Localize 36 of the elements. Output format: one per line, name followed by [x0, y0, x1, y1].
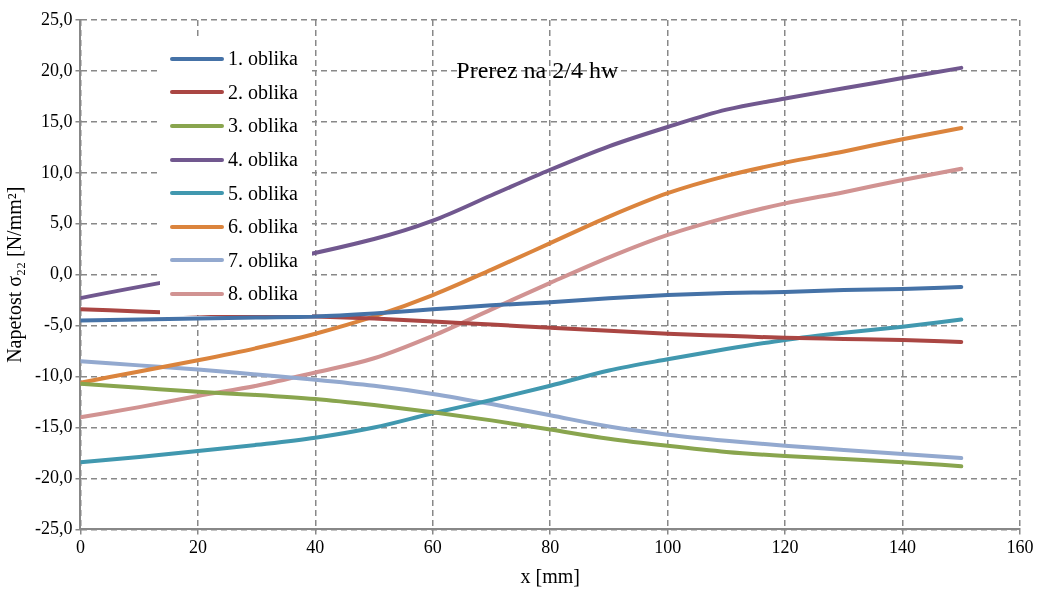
x-tick-label: 80	[541, 536, 560, 557]
x-tick-label: 100	[654, 536, 682, 557]
legend-label: 5. oblika	[228, 181, 298, 205]
legend-label: 6. oblika	[228, 215, 298, 239]
line-series	[80, 166, 964, 420]
x-tick-label: 140	[889, 536, 917, 557]
y-tick-label: -15,0	[34, 416, 73, 437]
y-tick-label: 25,0	[40, 8, 73, 29]
legend-label: 1. oblika	[228, 47, 298, 71]
y-tick-label: 10,0	[40, 161, 73, 182]
legend-label: 2. oblika	[228, 80, 298, 104]
line-series	[80, 284, 964, 323]
y-tick-label: 20,0	[40, 59, 73, 80]
legend-label: 7. oblika	[228, 248, 298, 272]
y-axis-title: Napetost σ₂₂ [N/mm²]	[3, 186, 27, 363]
x-tick-label: 120	[771, 536, 799, 557]
y-tick-label: -10,0	[34, 365, 73, 386]
line-series	[80, 359, 964, 461]
y-tick-label: 5,0	[49, 212, 73, 233]
x-tick-label: 60	[423, 536, 442, 557]
x-tick-label: 160	[1006, 536, 1034, 557]
y-tick-label: 15,0	[40, 110, 73, 131]
line-series	[80, 381, 964, 469]
y-tick-label: -20,0	[34, 467, 73, 488]
x-axis-title: x [mm]	[520, 565, 580, 588]
y-tick-label: -5,0	[43, 314, 73, 335]
line-series	[80, 317, 964, 465]
x-tick-label: 40	[306, 536, 325, 557]
legend-label: 8. oblika	[228, 282, 298, 306]
y-tick-label: -25,0	[34, 518, 73, 539]
x-tick-label: 0	[75, 536, 85, 557]
text: Prerez na 2/4 hw	[456, 57, 619, 84]
x-tick-label: 20	[188, 536, 207, 557]
legend-label: 3. oblika	[228, 114, 298, 138]
y-tick-label: 0,0	[49, 263, 73, 284]
legend-label: 4. oblika	[228, 148, 298, 172]
